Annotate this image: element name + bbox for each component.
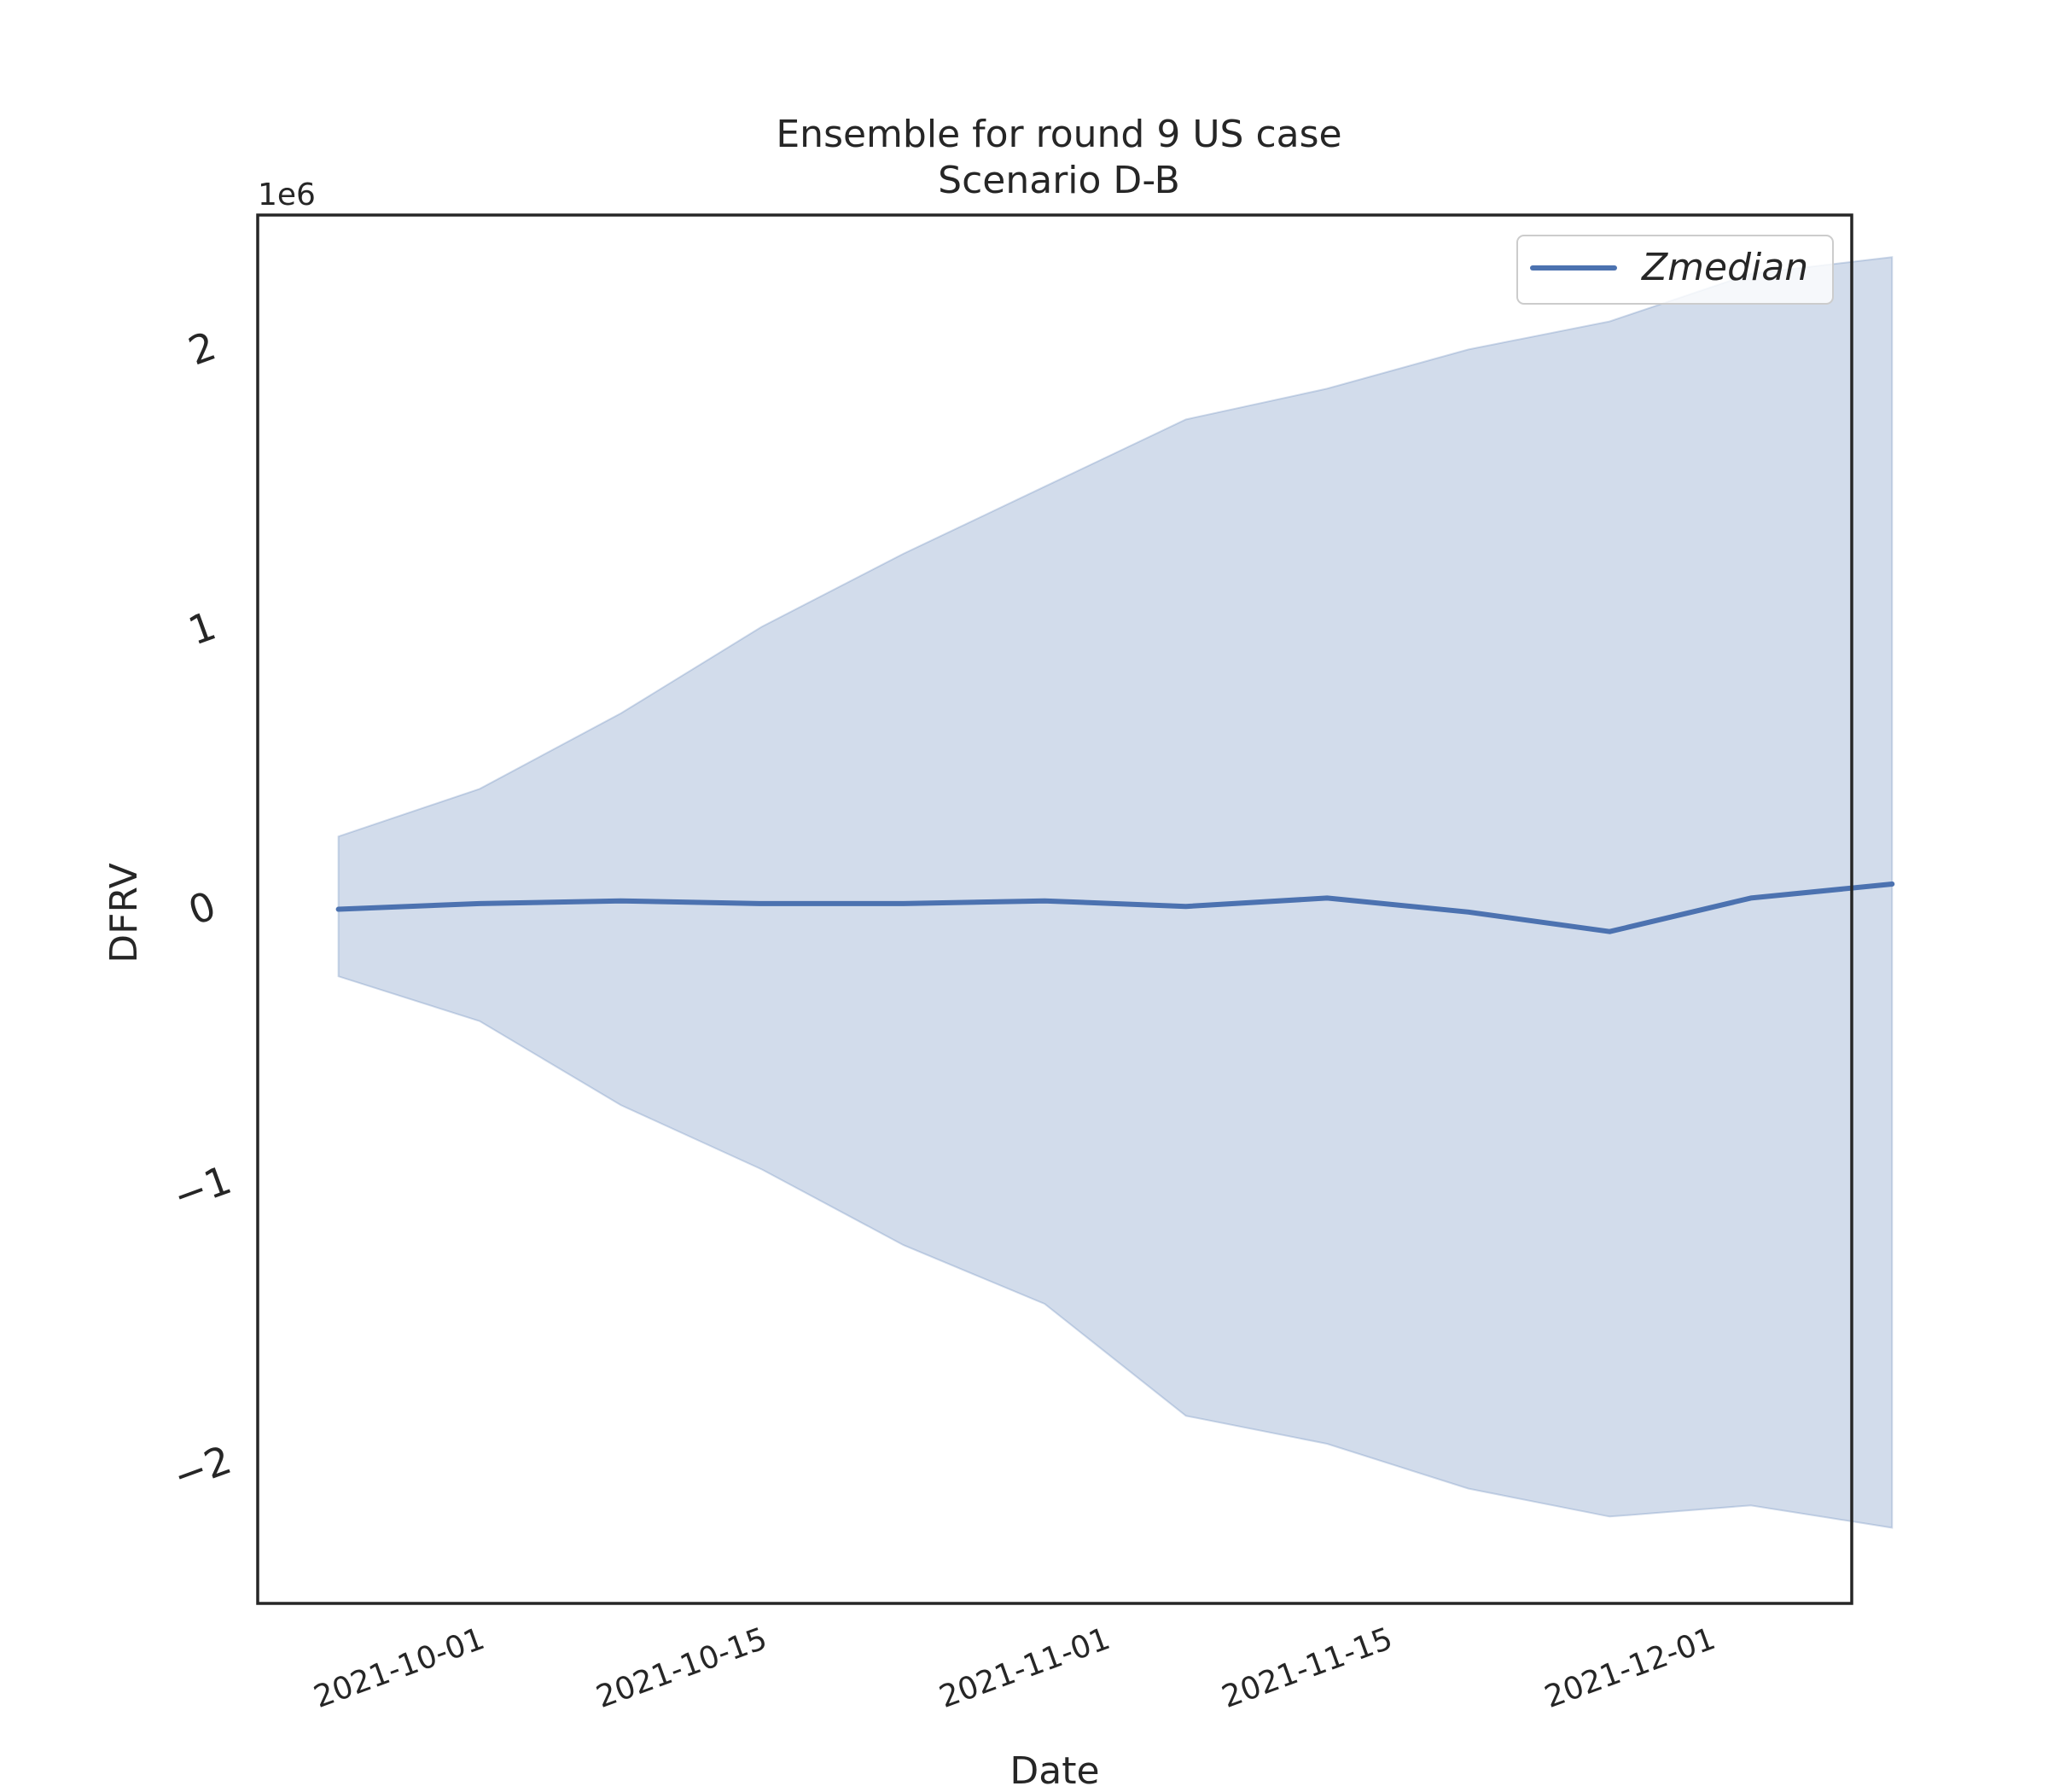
x-tick-label: 2021-11-01 — [935, 1621, 1115, 1715]
uncertainty-band — [337, 256, 1894, 1529]
y-tick-label: 1 — [183, 602, 222, 655]
chart-subtitle: Scenario D-B — [938, 159, 1180, 202]
axes-frame — [256, 213, 1853, 1605]
plot-area — [335, 256, 1895, 1529]
x-tick-label: 2021-12-01 — [1540, 1621, 1720, 1715]
legend: Zmedian — [1516, 235, 1834, 305]
series-line-zmedian — [335, 881, 1895, 934]
x-axis-label: Date — [1009, 1749, 1099, 1792]
y-offset-label: 1e6 — [258, 177, 316, 212]
chart-title: Ensemble for round 9 US case — [776, 113, 1341, 156]
y-tick-label: −1 — [167, 1156, 237, 1219]
y-tick-label: 0 — [183, 882, 222, 934]
x-tick-labels: 2021-10-01 2021-10-15 2021-11-01 2021-11-15… — [310, 1621, 1720, 1715]
series-line-layer — [335, 881, 1895, 934]
y-axis-label: DFRV — [102, 863, 146, 963]
uncertainty-band-layer — [337, 256, 1894, 1529]
legend-box — [1516, 235, 1834, 305]
x-tick-label: 2021-10-15 — [592, 1621, 772, 1715]
x-tick-label: 2021-10-01 — [310, 1621, 490, 1715]
y-tick-label: 2 — [183, 323, 222, 375]
legend-label-zmedian: Zmedian — [1641, 246, 1808, 289]
y-tick-labels: −2 −1 0 1 2 — [167, 323, 237, 1499]
x-tick-label: 2021-11-15 — [1218, 1621, 1398, 1715]
y-tick-label: −2 — [167, 1436, 237, 1499]
